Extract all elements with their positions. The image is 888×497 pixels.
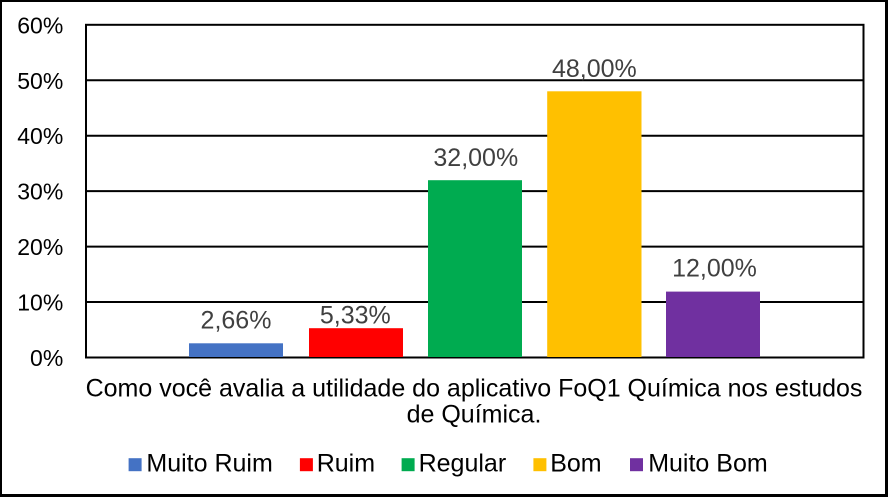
svg-text:60%: 60% — [17, 12, 63, 38]
svg-text:12,00%: 12,00% — [672, 255, 757, 283]
svg-text:40%: 40% — [17, 123, 63, 149]
svg-text:Muito Ruim: Muito Ruim — [146, 450, 272, 478]
svg-text:20%: 20% — [17, 234, 63, 260]
svg-text:2,66%: 2,66% — [201, 307, 272, 335]
svg-text:Muito Bom: Muito Bom — [648, 450, 767, 478]
svg-text:30%: 30% — [17, 179, 63, 205]
svg-text:Regular: Regular — [419, 450, 507, 478]
svg-text:Ruim: Ruim — [317, 450, 375, 478]
svg-text:de Química.: de Química. — [407, 400, 542, 428]
svg-text:32,00%: 32,00% — [433, 144, 518, 172]
svg-text:50%: 50% — [17, 68, 63, 94]
svg-text:Bom: Bom — [550, 450, 601, 478]
svg-text:0%: 0% — [30, 345, 63, 371]
svg-text:48,00%: 48,00% — [552, 55, 637, 83]
svg-text:10%: 10% — [17, 290, 63, 316]
svg-text:5,33%: 5,33% — [320, 302, 391, 330]
svg-text:Como você avalia a utilidade d: Como você avalia a utilidade do aplicati… — [86, 374, 863, 402]
